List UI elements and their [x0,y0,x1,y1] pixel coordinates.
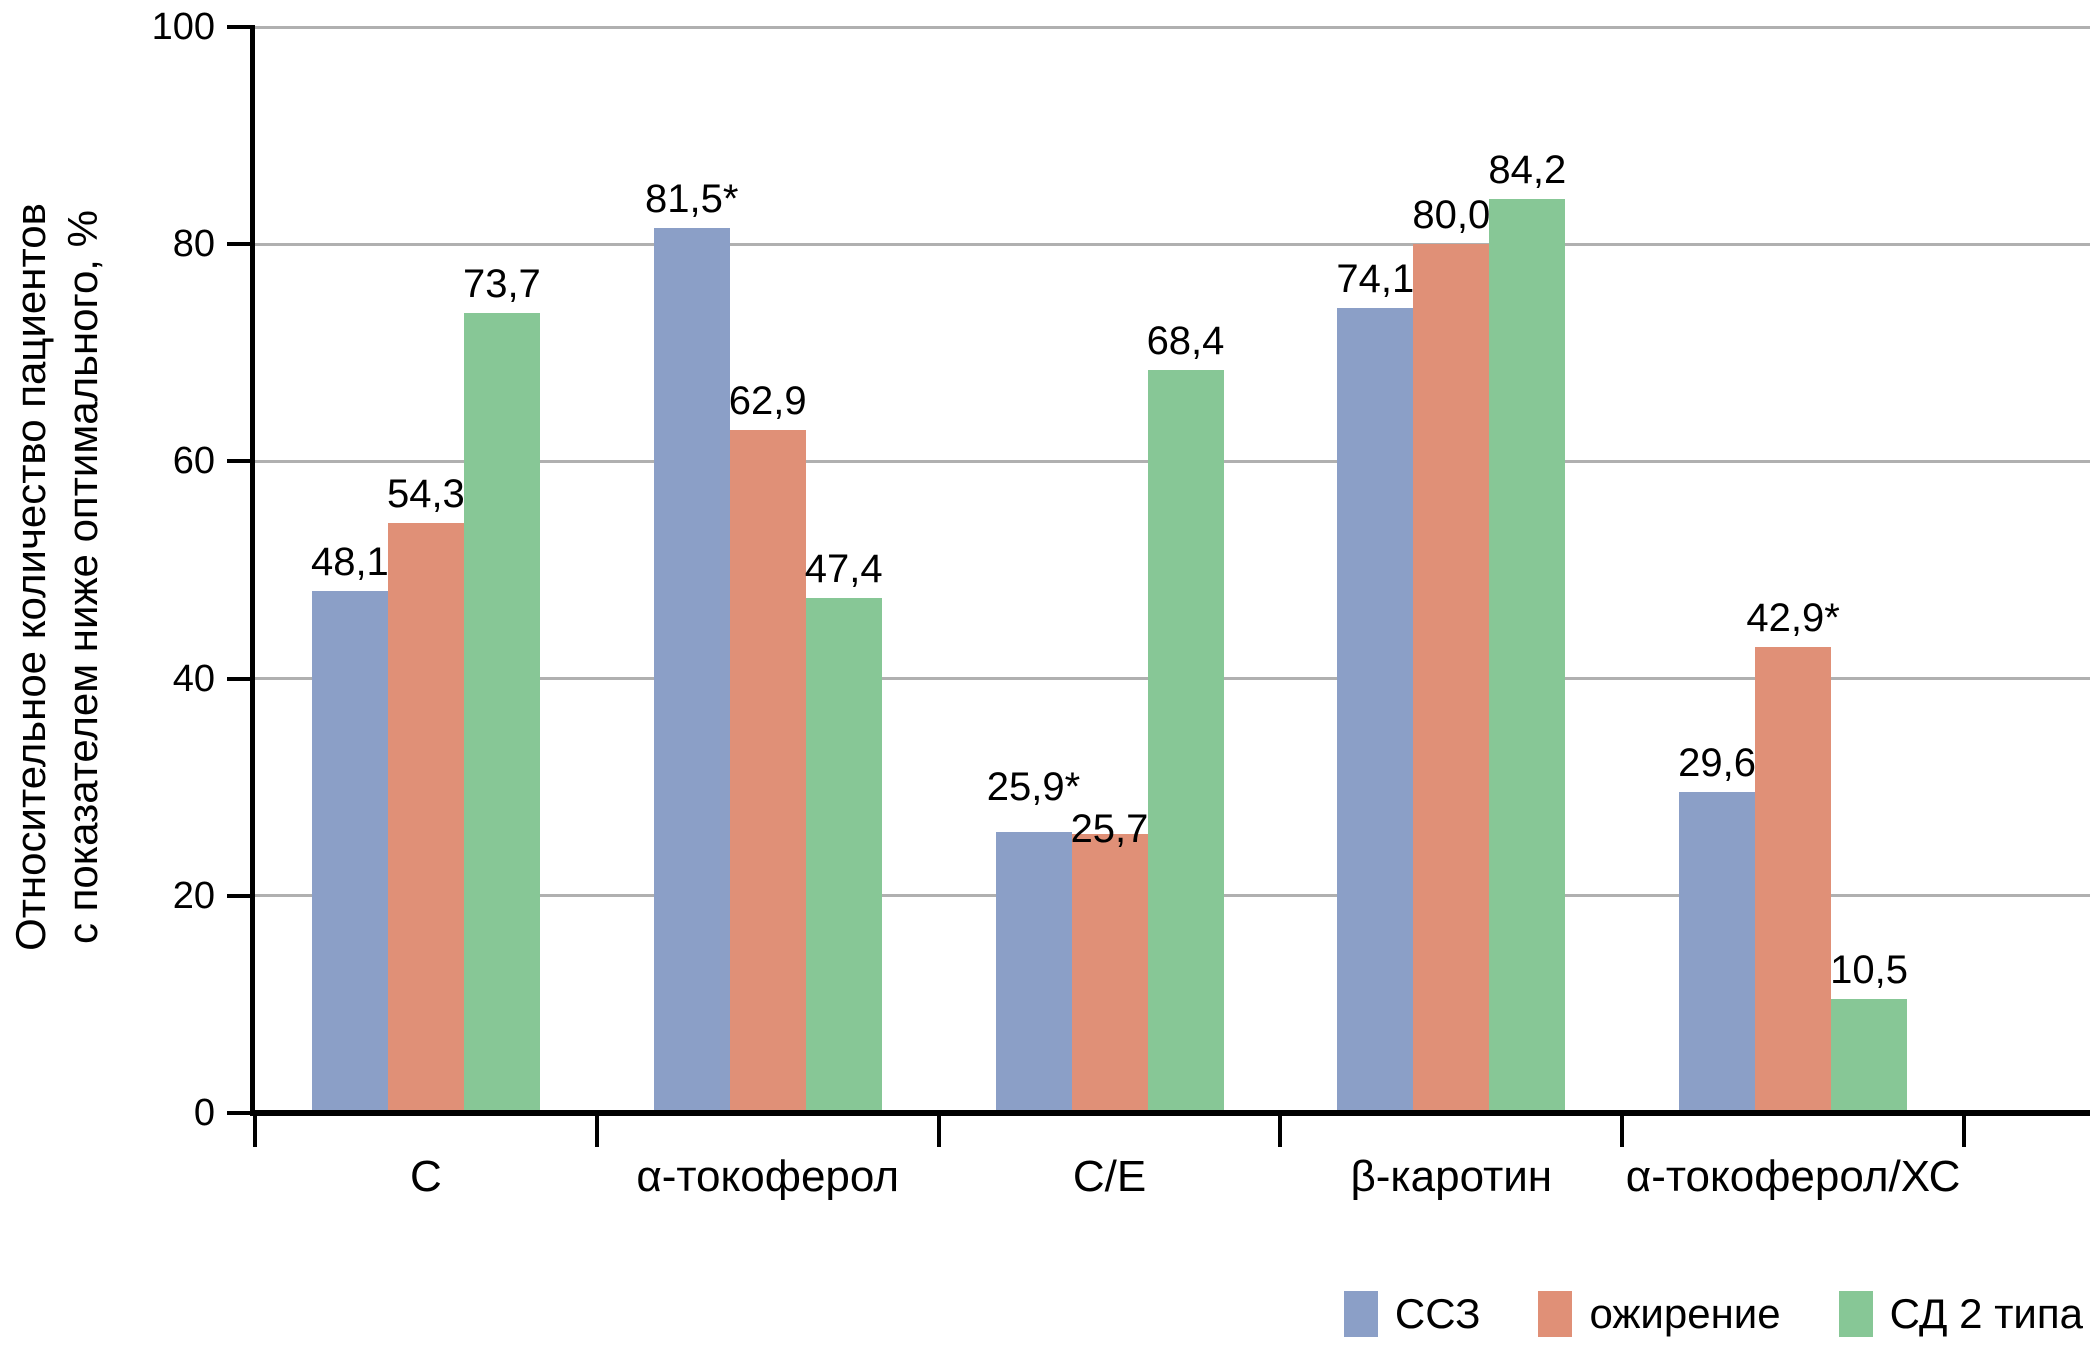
y-tick [227,1111,255,1115]
x-tick [253,1116,257,1147]
legend-swatch [1343,1291,1378,1337]
y-tick [227,242,255,247]
bar-value-label: 68,4 [1146,319,1225,364]
y-tick [227,676,255,681]
bar-value-label: 62,9 [728,378,807,423]
bar [729,429,806,1113]
bar-value-label: 80,0 [1412,193,1491,238]
bar-value-label: 54,3 [386,472,465,517]
y-tick [227,893,255,898]
y-tick-label: 100 [151,6,215,48]
legend-item: ожирение [1538,1290,1781,1337]
bar [387,523,464,1113]
legend-label: ожирение [1589,1290,1781,1337]
legend-swatch [1838,1291,1873,1337]
y-axis-title-line2: с показателем ниже оптимального, % [59,210,106,944]
bar-value-label: 74,1 [1336,257,1415,302]
y-tick-label: 0 [193,1092,215,1134]
legend-swatch [1538,1291,1573,1337]
bar [1413,244,1490,1113]
x-tick [936,1116,941,1147]
bar [1679,791,1756,1113]
x-tick [594,1116,599,1147]
bar [1337,308,1414,1113]
category-label: α-токоферол/ХС [1625,1152,1961,1201]
bar-value-label: 10,5 [1830,947,1909,992]
bar [1071,833,1148,1113]
legend-item: ССЗ [1343,1290,1481,1337]
y-axis-title: Относительное количество пациентов с пок… [5,203,109,951]
category-label: β-каротин [1350,1152,1553,1201]
y-axis-title-line1: Относительное количество пациентов [7,203,54,951]
bar-value-label: 29,6 [1678,740,1757,785]
legend-label: ССЗ [1394,1290,1481,1337]
legend-label: СД 2 типа [1889,1290,2083,1337]
y-tick [227,25,255,29]
y-tick-label: 40 [172,657,215,700]
y-axis-line [250,27,255,1116]
y-tick-label: 60 [172,440,215,483]
legend-item: СД 2 типа [1838,1290,2083,1337]
x-axis-line [250,1110,2090,1116]
x-tick [1962,1116,1966,1147]
bar-value-label: 25,9* [986,764,1081,809]
y-tick [227,459,255,464]
gridline [255,242,2090,246]
bar [311,590,388,1113]
gridline [255,25,2090,29]
legend: ССЗ ожирение СД 2 типа [1343,1290,2083,1337]
bar-value-label: 81,5* [644,176,739,221]
category-label: α-токоферол [636,1152,900,1201]
bar [1147,370,1224,1113]
bar [463,312,540,1113]
bar-value-label: 47,4 [804,547,883,592]
bar [1489,198,1566,1113]
bar [1755,647,1832,1113]
x-tick [1620,1116,1625,1147]
bar [995,831,1072,1113]
bar-value-label: 73,7 [462,261,541,306]
y-tick-label: 20 [172,874,215,917]
bar-value-label: 25,7 [1070,806,1149,851]
x-tick [1278,1116,1283,1147]
bar [1831,998,1908,1113]
bar [653,227,730,1113]
bar-value-label: 84,2 [1488,147,1567,192]
bar [805,598,882,1113]
category-label: С [410,1152,442,1201]
bar-value-label: 48,1 [310,539,389,584]
category-label: С/Е [1072,1152,1147,1201]
y-tick-label: 80 [172,223,215,266]
bar-value-label: 42,9* [1746,596,1840,641]
